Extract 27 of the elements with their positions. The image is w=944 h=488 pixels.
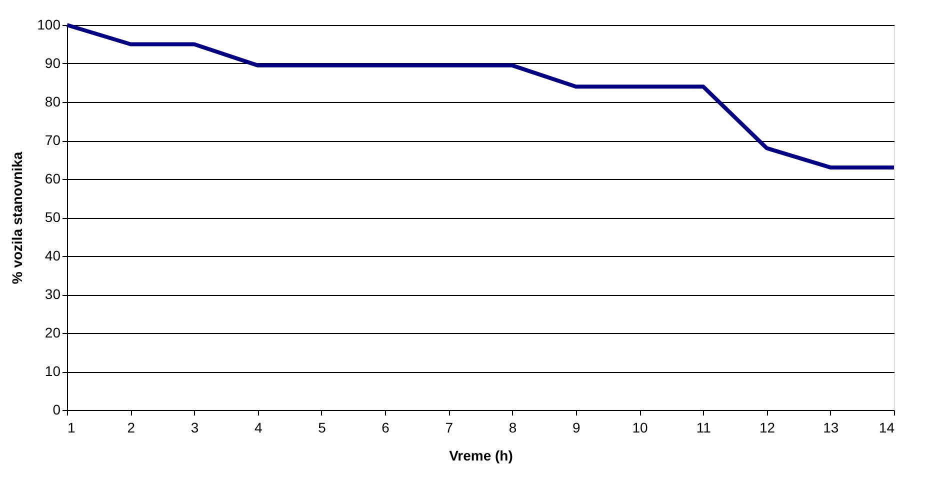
x-axis-title: Vreme (h) (449, 448, 513, 464)
x-tick-label: 2 (127, 420, 136, 436)
y-tick-label: 50 (44, 209, 61, 225)
y-tick-label: 70 (44, 132, 61, 148)
x-tick-label: 1 (68, 420, 76, 436)
x-tick-label: 8 (508, 420, 517, 436)
x-tick-label: 12 (759, 420, 776, 436)
x-tick-label: 6 (382, 420, 390, 436)
y-tick-label: 100 (37, 16, 61, 32)
x-tick-label: 3 (190, 420, 199, 436)
x-tick-label: 7 (445, 420, 454, 436)
x-tick-label: 13 (823, 420, 839, 436)
y-tick-label: 80 (44, 94, 61, 110)
x-tick-label: 5 (318, 420, 326, 436)
y-tick-label: 90 (44, 55, 61, 71)
y-tick-label: 20 (44, 324, 61, 340)
y-tick-label: 10 (44, 363, 61, 379)
x-tick-label: 11 (696, 420, 712, 436)
x-tick-label: 4 (254, 420, 262, 436)
x-tick-label: 9 (572, 420, 581, 436)
y-tick-label: 0 (52, 402, 61, 418)
x-tick-label: 14 (878, 420, 895, 436)
y-tick-label: 30 (44, 286, 61, 302)
y-axis-title: % vozila stanovnika (9, 152, 26, 284)
y-tick-label: 60 (44, 170, 61, 186)
y-tick-label: 40 (44, 248, 61, 264)
x-tick-label: 10 (632, 420, 648, 436)
